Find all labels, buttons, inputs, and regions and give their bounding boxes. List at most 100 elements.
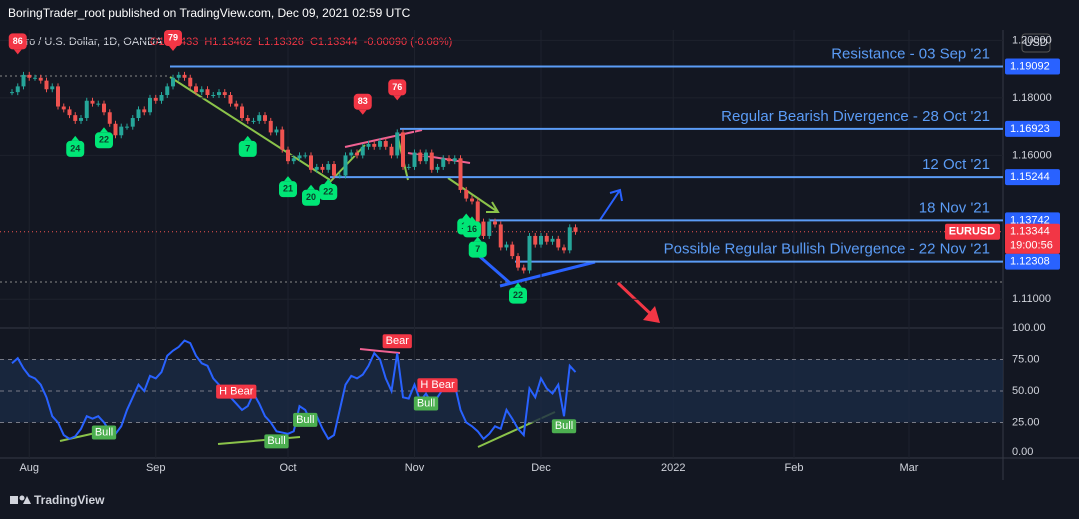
candle xyxy=(516,256,520,268)
candle xyxy=(435,166,440,170)
candle xyxy=(303,155,308,157)
candle xyxy=(487,221,492,236)
candle xyxy=(21,74,26,87)
signal-pointer xyxy=(169,46,177,51)
rsi-signal-label: Bull xyxy=(296,414,314,426)
signal-label: 7 xyxy=(245,143,250,153)
rsi-signal-box xyxy=(91,425,117,440)
rsi-signal-box xyxy=(216,384,257,399)
arrow-head xyxy=(643,306,660,323)
candle xyxy=(148,97,152,113)
rsi-signal-label: Bull xyxy=(95,426,113,438)
candle xyxy=(332,164,336,176)
candle xyxy=(383,141,388,147)
signal-pointer xyxy=(462,213,471,219)
candle xyxy=(378,141,382,147)
ohlc-value: -0.00090 (-0.08%) xyxy=(364,36,453,48)
signal-badge xyxy=(509,287,527,304)
rsi-signal-box xyxy=(382,334,412,349)
candle xyxy=(44,80,49,90)
candle xyxy=(274,129,279,133)
signal-pointer xyxy=(307,184,315,190)
candle xyxy=(291,158,296,162)
last-price: 1.13344 xyxy=(1010,226,1050,238)
ohlc-value: C1.13344 xyxy=(310,36,358,48)
signal-label: 79 xyxy=(168,32,178,42)
candle xyxy=(504,244,509,248)
price-label: 1.19092 xyxy=(1010,60,1050,72)
rsi-tick-label: 0.00 xyxy=(1012,446,1033,458)
signal-label: 83 xyxy=(358,96,368,106)
trend-line xyxy=(344,129,423,148)
symbol-box xyxy=(945,223,1000,240)
signal-badge xyxy=(302,189,320,206)
rsi-signal-box xyxy=(551,419,577,434)
candle xyxy=(113,123,118,136)
rsi-signal-label: Bear xyxy=(386,335,410,347)
candle xyxy=(297,155,302,159)
y-tick-label: 1.20000 xyxy=(1012,34,1052,46)
x-tick-label: Mar xyxy=(900,462,919,474)
signal-pointer xyxy=(71,135,80,141)
candle xyxy=(102,103,106,113)
signal-label: 16 xyxy=(467,224,477,234)
candle xyxy=(159,95,164,101)
arrow xyxy=(599,189,621,221)
rsi-signal-label: Bull xyxy=(417,397,435,409)
candle xyxy=(50,86,55,90)
candle xyxy=(452,158,457,162)
price-label: 1.16923 xyxy=(1010,123,1050,135)
candle xyxy=(395,132,400,156)
countdown: 19:00:56 xyxy=(1010,240,1053,252)
y-tick-label: 1.11000 xyxy=(1012,293,1051,305)
x-tick-label: 2022 xyxy=(661,462,685,474)
candle xyxy=(15,86,20,93)
signal-label: 24 xyxy=(70,143,80,153)
rsi-tick-label: 25.00 xyxy=(1012,416,1040,428)
x-tick-label: Aug xyxy=(19,462,39,474)
signal-label: 21 xyxy=(283,184,293,194)
candle xyxy=(464,189,469,199)
signal-label: 20 xyxy=(306,192,316,202)
candle xyxy=(268,120,273,133)
candle xyxy=(211,95,216,97)
candle xyxy=(245,118,250,121)
signal-badge xyxy=(66,140,85,157)
signal-badge xyxy=(463,221,481,238)
logo xyxy=(10,495,31,504)
rsi-signal-box xyxy=(264,434,289,449)
candle xyxy=(309,155,313,170)
signal-pointer xyxy=(284,176,292,182)
signal-pointer xyxy=(324,179,333,185)
candle xyxy=(257,115,262,121)
candle xyxy=(481,221,486,236)
candle xyxy=(130,118,135,127)
candle xyxy=(107,112,112,124)
signal-pointer xyxy=(358,109,367,115)
candle xyxy=(326,164,331,170)
currency-box[interactable] xyxy=(1021,33,1051,53)
arrow-head xyxy=(609,188,623,202)
candle xyxy=(562,247,566,251)
candle xyxy=(314,166,319,170)
candle xyxy=(412,152,417,167)
candle xyxy=(510,244,515,257)
arrow xyxy=(447,177,499,213)
rsi-trend xyxy=(359,348,401,354)
candle xyxy=(182,74,187,78)
arrow-head xyxy=(486,201,500,213)
rsi-signal-box xyxy=(413,396,439,411)
candle xyxy=(33,77,37,79)
candle xyxy=(96,103,101,105)
candle xyxy=(498,224,503,248)
candle xyxy=(194,86,198,93)
price-label-box xyxy=(1005,58,1060,75)
candle xyxy=(73,115,78,121)
rsi-signal-label: H Bear xyxy=(420,379,455,391)
level-label: Possible Regular Bullish Divergence - 22… xyxy=(664,241,990,258)
rsi-band xyxy=(0,359,1003,423)
price-label-box xyxy=(1005,253,1060,270)
signal-label: 7 xyxy=(475,244,480,254)
